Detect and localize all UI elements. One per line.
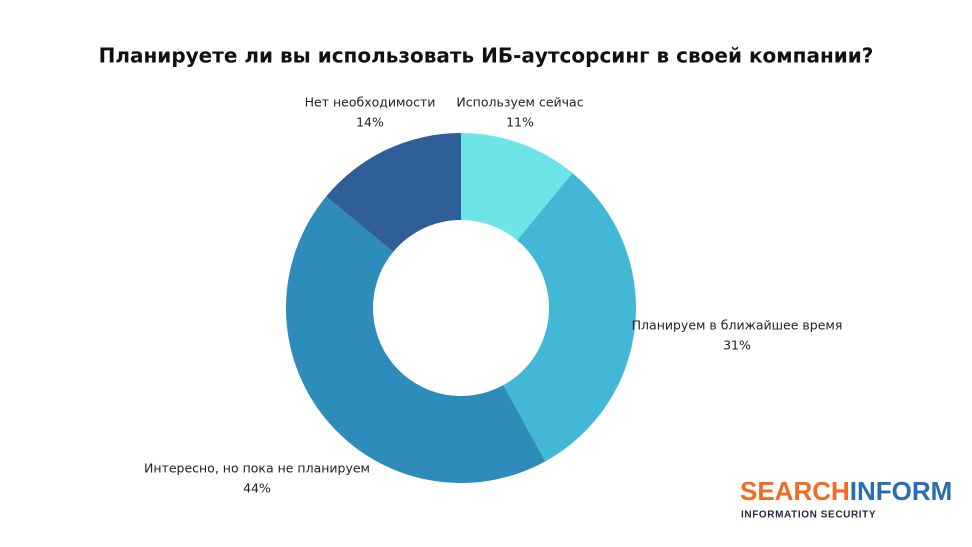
donut-slice	[461, 133, 573, 241]
slice-label: Интересно, но пока не планируем	[144, 461, 370, 476]
donut	[285, 133, 636, 483]
slice-value-label: 31%	[723, 338, 751, 353]
slice-value-label: 11%	[506, 115, 534, 130]
donut-slice	[503, 173, 636, 462]
chart-title: Планируете ли вы использовать ИБ-аутсорс…	[99, 44, 874, 68]
slice-value-label: 14%	[356, 115, 384, 130]
logo-brand-first: SEARCH	[740, 476, 850, 506]
donut-slice	[326, 133, 461, 252]
slice-label: Используем сейчас	[456, 95, 583, 110]
logo-brand-second: INFORM	[850, 476, 953, 506]
logo-tagline: INFORMATION SECURITY	[741, 510, 876, 521]
slice-value-label: 44%	[243, 481, 271, 496]
slice-label: Планируем в ближайшее время	[632, 318, 843, 333]
logo-brand: SEARCHINFORM	[740, 476, 952, 506]
slice-label: Нет необходимости	[305, 95, 436, 110]
donut-slice	[285, 196, 546, 483]
